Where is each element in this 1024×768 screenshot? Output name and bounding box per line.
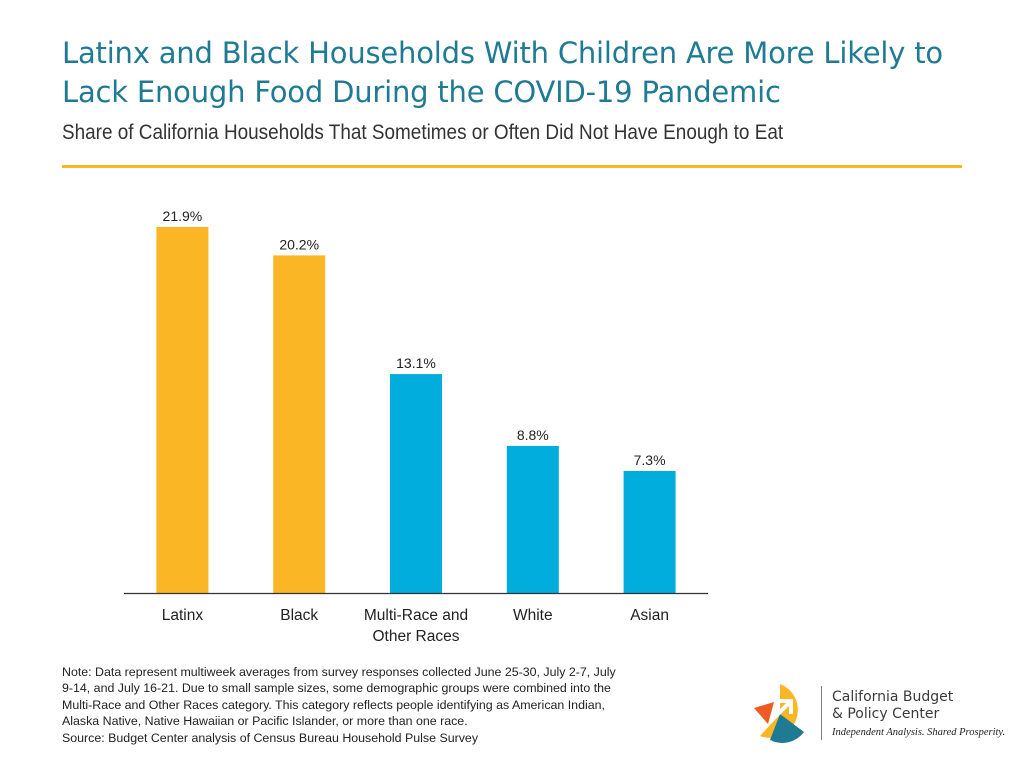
- logo-divider: [821, 686, 822, 740]
- category-label-black: Black: [280, 607, 318, 624]
- footnote-line-4: Alaska Native, Native Hawaiian or Pacifi…: [62, 714, 468, 729]
- organization-tagline: Independent Analysis. Shared Prosperity.: [832, 727, 1006, 738]
- data-label-white: 8.8%: [517, 427, 549, 443]
- footnote-line-1: Note: Data represent multiweek averages …: [62, 665, 616, 679]
- category-label-latinx: Latinx: [162, 607, 204, 624]
- logo-mark-icon: [754, 684, 804, 743]
- footnote: Note: Data represent multiweek averages …: [62, 664, 722, 746]
- category-label-white: White: [513, 607, 553, 624]
- data-label-multi-race-and-other-races: 13.1%: [396, 355, 436, 371]
- chart-title-line-2: Lack Enough Food During the COVID-19 Pan…: [62, 75, 781, 109]
- logo-arrow: [769, 699, 793, 723]
- category-label-multi-race-and-other-races-line-2: Other Races: [372, 628, 459, 645]
- data-label-black: 20.2%: [279, 236, 319, 252]
- bar-asian: [623, 471, 676, 593]
- bar-chart: 21.9% Latinx 20.2% Black 13.1% Multi-Race and…: [124, 208, 708, 645]
- category-label-asian: Asian: [630, 607, 669, 624]
- chart-title-line-1: Latinx and Black Households With Childre…: [62, 36, 943, 70]
- bar-white: [506, 445, 559, 593]
- logo-teal-wedge: [770, 714, 804, 743]
- data-label-latinx: 21.9%: [163, 208, 203, 224]
- organization-logo: California Budget & Policy Center Indepe…: [750, 680, 1010, 750]
- bar-black: [273, 255, 326, 593]
- chart-subtitle: Share of California Households That Some…: [62, 120, 784, 144]
- organization-name-line-2: & Policy Center: [832, 706, 940, 722]
- footnote-line-2: 9-14, and July 16-21. Due to small sampl…: [62, 681, 611, 696]
- bar-multi-race-and-other-races: [390, 374, 442, 593]
- organization-name-line-1: California Budget: [832, 689, 954, 705]
- data-label-asian: 7.3%: [634, 452, 666, 468]
- bar-latinx: [156, 227, 209, 593]
- organization-name: California Budget & Policy Center: [832, 689, 953, 723]
- footnote-line-3: Multi-Race and Other Races category. Thi…: [62, 697, 605, 712]
- chart-title: Latinx and Black Households With Childre…: [62, 34, 1002, 112]
- logo-orange-wedge: [754, 702, 774, 724]
- footnote-source: Source: Budget Center analysis of Census…: [62, 730, 479, 745]
- title-divider: [62, 165, 962, 168]
- category-label-multi-race-and-other-races-line-1: Multi-Race and: [364, 607, 468, 624]
